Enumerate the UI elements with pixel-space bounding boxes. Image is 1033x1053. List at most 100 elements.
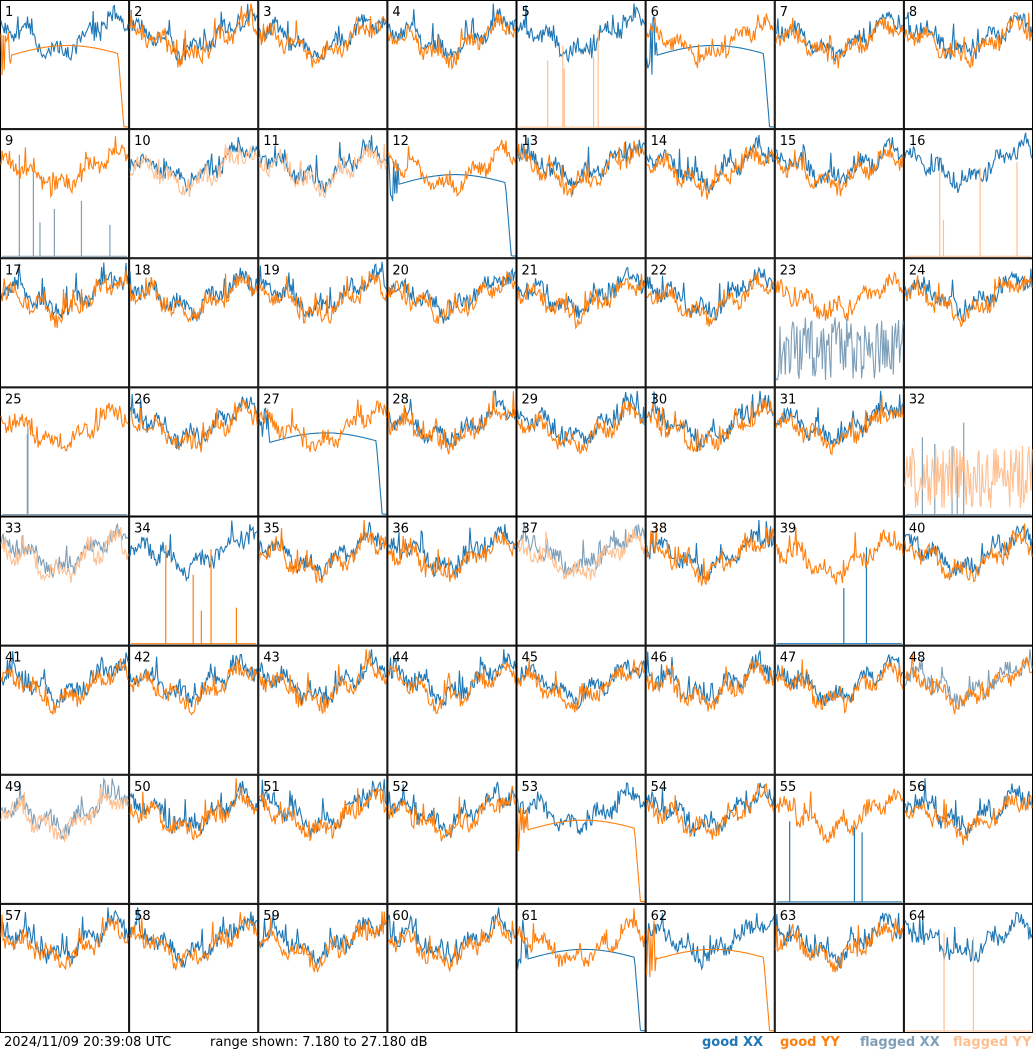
spectrum-xx	[516, 266, 646, 319]
panel-12: 12	[387, 129, 517, 259]
panel-frame	[258, 516, 388, 646]
panel-number: 3	[263, 5, 271, 20]
panel-21: 21	[516, 258, 646, 388]
panel-frame	[387, 258, 517, 388]
panel-4: 4	[387, 0, 517, 130]
panel-1: 1	[0, 0, 130, 130]
panel-number: 39	[780, 522, 797, 537]
spectrum-yy	[516, 802, 645, 903]
legend-flagged-yy: flagged YY	[953, 1035, 1032, 1050]
panel-64: 64	[903, 903, 1033, 1033]
panel-frame	[645, 903, 775, 1033]
spectrum-yy	[516, 140, 646, 198]
panel-16: 16	[903, 129, 1033, 259]
spectrum-xx	[775, 317, 904, 381]
panel-46: 46	[645, 645, 775, 775]
panel-27: 27	[258, 387, 388, 517]
panel-number: 56	[909, 780, 926, 795]
spectrum-xx	[775, 654, 903, 706]
panel-number: 29	[522, 392, 539, 407]
panel-13: 13	[516, 129, 646, 259]
panel-29: 29	[516, 387, 646, 517]
spectrum-yy	[0, 269, 129, 329]
panel-frame	[129, 0, 259, 130]
spectrum-xx	[646, 266, 775, 321]
panel-10: 10	[129, 129, 259, 259]
panel-frame	[774, 0, 904, 130]
panel-58: 58	[129, 903, 259, 1033]
spectrum-xx	[0, 651, 129, 711]
spectrum-yy	[775, 659, 904, 714]
panel-31: 31	[774, 387, 904, 517]
panel-55: 55	[774, 774, 904, 904]
panel-number: 31	[780, 392, 797, 407]
panel-number: 32	[909, 392, 926, 407]
panel-38: 38	[645, 516, 775, 646]
panel-56: 56	[903, 774, 1033, 904]
panel-number: 9	[5, 134, 13, 149]
spectrum-yy	[387, 13, 516, 71]
panel-62: 62	[645, 903, 775, 1033]
panel-61: 61	[516, 903, 646, 1033]
panel-frame	[903, 258, 1033, 388]
panel-number: 45	[522, 651, 539, 666]
panel-26: 26	[129, 387, 259, 517]
spectrum-yy	[904, 12, 1033, 69]
panel-number: 48	[909, 651, 926, 666]
spectrum-xx	[775, 11, 903, 62]
footer: 2024/11/09 20:39:08 UTC range shown: 7.1…	[0, 1033, 1033, 1053]
panel-frame	[258, 774, 388, 904]
panel-number: 25	[5, 392, 22, 407]
panel-37: 37	[516, 516, 646, 646]
spectrum-yy	[0, 787, 129, 843]
panel-number: 58	[134, 909, 151, 924]
spectrum-yy	[129, 144, 258, 198]
spectrum-yy	[129, 778, 258, 841]
panel-number: 14	[651, 134, 668, 149]
panel-43: 43	[258, 645, 388, 775]
spectrum-yy	[258, 270, 387, 324]
panel-number: 20	[392, 263, 409, 278]
spectrum-yy	[904, 653, 1033, 715]
panel-number: 24	[909, 263, 926, 278]
spectrum-xx	[387, 907, 517, 964]
panel-frame	[258, 258, 388, 388]
panel-47: 47	[774, 645, 904, 775]
spectrum-yy	[129, 3, 258, 68]
spectrum-yy	[387, 785, 516, 842]
spectrum-xx	[258, 135, 387, 195]
panel-8: 8	[903, 0, 1033, 130]
panel-frame	[903, 0, 1033, 130]
legend-flagged-xx: flagged XX	[860, 1035, 940, 1050]
panel-6: 6	[645, 0, 775, 130]
spectrum-yy	[516, 658, 646, 713]
panel-frame	[774, 129, 904, 259]
panel-42: 42	[129, 645, 259, 775]
spectrum-yy	[387, 662, 517, 714]
spectrum-xx	[516, 522, 646, 576]
panel-number: 27	[263, 392, 280, 407]
panel-9: 9	[0, 129, 130, 259]
spectrum-xx	[646, 390, 775, 452]
spectrum-yy	[0, 402, 129, 452]
panel-39: 39	[774, 516, 904, 646]
spectrum-yy	[258, 787, 387, 841]
spectrum-yy	[0, 32, 129, 128]
panel-18: 18	[129, 258, 259, 388]
spectrum-xx	[129, 654, 258, 708]
panel-frame	[387, 516, 517, 646]
panel-frame	[774, 903, 904, 1033]
panel-number: 30	[651, 392, 668, 407]
spectrum-yy	[516, 273, 646, 330]
panel-number: 33	[5, 522, 22, 537]
panel-number: 12	[392, 134, 409, 149]
panel-57: 57	[0, 903, 130, 1033]
spectrum-xx	[516, 3, 646, 63]
panel-36: 36	[387, 516, 517, 646]
panel-number: 51	[263, 780, 280, 795]
spectrum-yy	[775, 271, 904, 321]
panel-frame	[516, 516, 646, 646]
panel-frame	[516, 903, 646, 1033]
spectrum-xx	[904, 132, 1033, 194]
spectrum-xx	[646, 912, 775, 972]
